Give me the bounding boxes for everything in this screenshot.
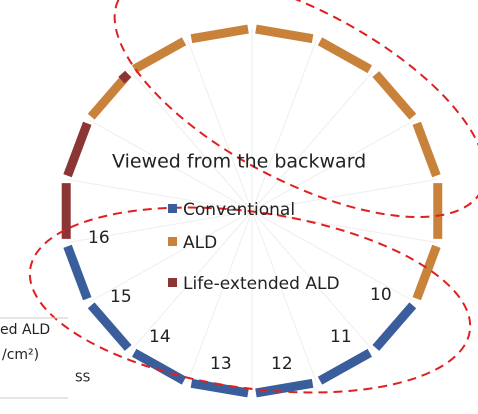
segment-label: 12 — [271, 354, 293, 374]
legend-label: Life-extended ALD — [183, 274, 340, 294]
legend-swatch — [168, 204, 177, 213]
legend-swatch — [168, 237, 177, 246]
segment-label: 14 — [149, 327, 171, 347]
spoke — [187, 210, 253, 383]
segment — [372, 71, 417, 120]
segment — [87, 71, 132, 120]
spoke — [251, 178, 438, 212]
spoke — [187, 39, 253, 212]
spoke — [66, 210, 253, 244]
spoke — [66, 178, 253, 212]
segment — [255, 24, 314, 44]
spoke — [251, 71, 374, 212]
segment — [87, 302, 132, 351]
segment — [132, 37, 187, 74]
spoke — [251, 210, 416, 303]
legend-label: Conventional — [183, 200, 295, 220]
legend-swatch — [168, 278, 177, 287]
segment — [412, 244, 441, 301]
segment-label: 13 — [210, 354, 232, 374]
spoke — [251, 210, 374, 351]
segment — [63, 121, 92, 178]
segments — [61, 24, 443, 398]
segment — [190, 378, 249, 398]
segment — [372, 302, 417, 351]
spokes — [66, 29, 438, 393]
segment — [255, 378, 314, 398]
spoke — [88, 119, 253, 212]
segment-label: 15 — [110, 287, 132, 307]
side-text: /cm²) — [2, 347, 39, 363]
segment — [190, 24, 249, 44]
segment — [317, 37, 372, 74]
segment — [317, 348, 372, 385]
segment-label: 11 — [330, 327, 352, 347]
spoke — [251, 39, 317, 212]
spoke — [251, 210, 317, 383]
spoke — [130, 210, 253, 351]
spoke — [251, 119, 416, 212]
spoke — [130, 71, 253, 212]
segment-tip — [118, 70, 132, 84]
dashed-ellipse — [28, 206, 472, 394]
title: Viewed from the backward — [112, 151, 366, 173]
segment — [132, 348, 187, 385]
segment-label: 16 — [88, 228, 110, 248]
segment-label: 10 — [370, 285, 392, 305]
dashed-ellipse — [113, 0, 478, 219]
segment — [63, 244, 92, 301]
spoke — [88, 210, 253, 303]
legend-label: ALD — [183, 233, 217, 253]
side-text: SS — [75, 371, 90, 385]
segment — [412, 121, 441, 178]
side-text: ed ALD — [0, 322, 50, 338]
